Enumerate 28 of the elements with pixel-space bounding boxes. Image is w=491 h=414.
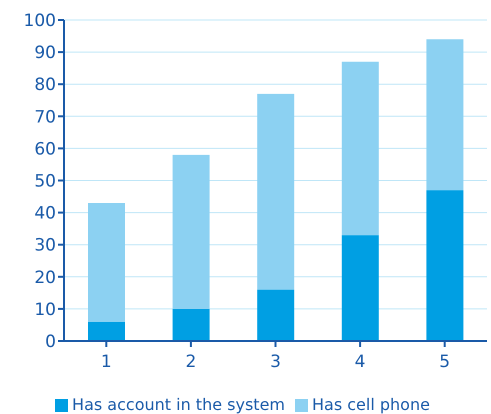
x-tick-label: 2 bbox=[185, 352, 196, 372]
bar bbox=[257, 94, 294, 290]
bar bbox=[426, 39, 464, 190]
y-tick-label: 50 bbox=[34, 172, 56, 192]
bar bbox=[426, 190, 464, 341]
bar bbox=[172, 154, 210, 309]
y-tick-label: 0 bbox=[45, 332, 56, 352]
bar bbox=[257, 290, 294, 341]
legend-label: Has account in the system bbox=[72, 395, 285, 414]
y-tick-label: 100 bbox=[24, 11, 56, 32]
x-tick-label: 5 bbox=[439, 352, 450, 372]
bar bbox=[342, 235, 379, 341]
y-tick-label: 20 bbox=[34, 268, 56, 288]
y-tick-label: 70 bbox=[34, 107, 56, 128]
bar bbox=[88, 322, 125, 341]
legend-label: Has cell phone bbox=[312, 395, 430, 414]
x-tick-label: 4 bbox=[354, 352, 366, 372]
x-tick-label: 3 bbox=[270, 352, 281, 372]
y-tick-label: 10 bbox=[34, 300, 56, 320]
y-tick-label: 90 bbox=[34, 43, 56, 64]
bar bbox=[88, 202, 125, 322]
y-tick-label: 60 bbox=[34, 139, 56, 160]
y-tick-label: 80 bbox=[34, 75, 56, 96]
y-tick-label: 40 bbox=[34, 204, 56, 224]
bar bbox=[172, 308, 210, 341]
bar bbox=[342, 62, 379, 236]
y-tick-label: 30 bbox=[34, 236, 56, 256]
x-tick-label: 1 bbox=[100, 352, 112, 372]
